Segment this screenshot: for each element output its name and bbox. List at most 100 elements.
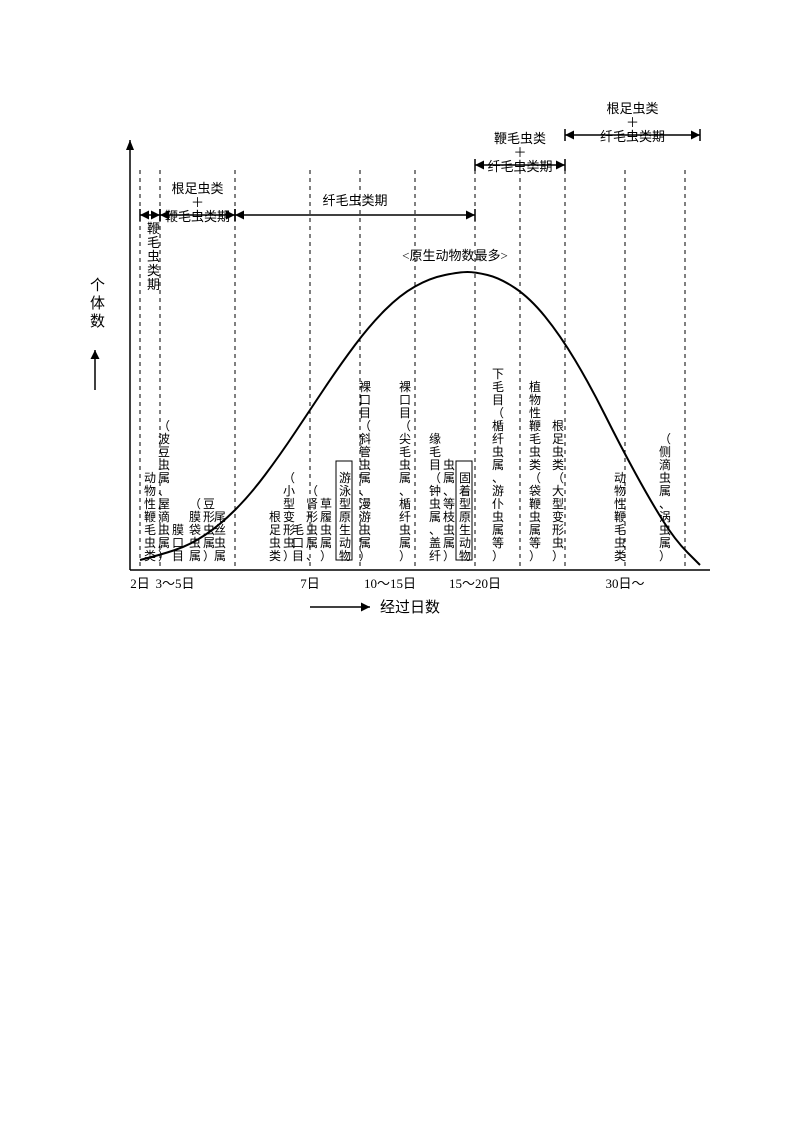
svg-text:裸: 裸 — [399, 379, 411, 394]
svg-text:属: 属 — [659, 484, 671, 498]
svg-text:、: 、 — [429, 523, 441, 537]
svg-text:滴: 滴 — [158, 509, 170, 524]
chart: 个体数2日3～5日7日10～15日15～20日30日～经过日数鞭毛虫类期根足虫类… — [60, 100, 740, 660]
svg-text:虫: 虫 — [443, 458, 455, 472]
svg-text:纤: 纤 — [429, 549, 441, 563]
svg-text:斜: 斜 — [359, 432, 371, 446]
svg-text:（: （ — [492, 406, 504, 420]
svg-text:属: 属 — [492, 458, 504, 472]
svg-text:滴: 滴 — [659, 457, 671, 472]
svg-text:、: 、 — [158, 484, 170, 498]
species-annotation: 固着型原生动物 — [456, 461, 472, 563]
svg-text:变: 变 — [283, 509, 295, 524]
period-label: ＋ — [513, 145, 526, 160]
svg-text:生: 生 — [339, 523, 351, 537]
svg-text:虫: 虫 — [552, 445, 564, 459]
svg-text:类: 类 — [269, 549, 281, 563]
svg-text:虫: 虫 — [443, 523, 455, 537]
species-annotation: 动物性鞭毛虫类（波豆虫属、屋滴虫属） — [144, 419, 170, 563]
svg-text:虫: 虫 — [269, 536, 281, 550]
svg-text:游: 游 — [359, 510, 371, 524]
svg-text:物: 物 — [614, 484, 626, 498]
svg-text:属: 属 — [399, 536, 411, 550]
period-label: 纤毛虫类期 — [487, 159, 552, 174]
svg-text:型: 型 — [339, 497, 351, 511]
svg-text:屋: 屋 — [158, 497, 170, 511]
svg-text:毛: 毛 — [614, 523, 626, 537]
svg-text:属: 属 — [359, 471, 371, 485]
svg-text:属: 属 — [399, 471, 411, 485]
svg-text:虫: 虫 — [359, 458, 371, 472]
svg-text:豆: 豆 — [158, 445, 170, 459]
species-annotation: 游泳型原生动物 — [336, 461, 352, 563]
svg-text:物: 物 — [144, 484, 156, 498]
svg-text:目: 目 — [172, 549, 184, 563]
svg-text:个: 个 — [90, 277, 105, 294]
svg-text:）: ） — [399, 549, 411, 563]
svg-text:属: 属 — [443, 536, 455, 550]
svg-text:毛: 毛 — [144, 523, 156, 537]
species-annotation: 尾丝虫属 — [214, 510, 226, 563]
svg-text:等: 等 — [529, 536, 541, 550]
svg-text:虫: 虫 — [359, 523, 371, 537]
svg-text:漫: 漫 — [359, 497, 371, 511]
svg-text:属: 属 — [443, 471, 455, 485]
svg-text:虫: 虫 — [552, 536, 564, 550]
svg-text:属: 属 — [158, 536, 170, 550]
svg-text:毛: 毛 — [292, 523, 304, 537]
svg-text:形: 形 — [552, 523, 564, 537]
svg-text:属: 属 — [189, 549, 201, 563]
svg-text:虫: 虫 — [399, 458, 411, 472]
species-annotation: （侧滴虫属、涡虫属） — [659, 432, 671, 563]
svg-text:期: 期 — [147, 277, 160, 292]
svg-text:尾: 尾 — [214, 510, 226, 524]
svg-text:钟: 钟 — [429, 483, 441, 498]
svg-text:虫: 虫 — [399, 523, 411, 537]
svg-text:膜: 膜 — [172, 523, 184, 537]
svg-text:足: 足 — [269, 523, 281, 537]
svg-text:下: 下 — [492, 367, 504, 381]
svg-text:属: 属 — [429, 510, 441, 524]
period-label: 鞭毛虫类 — [494, 131, 546, 146]
svg-text:属: 属 — [529, 523, 541, 537]
svg-text:类: 类 — [529, 458, 541, 472]
species-annotation: 裸口目（斜管虫属、漫游虫属） — [359, 379, 371, 563]
svg-text:属: 属 — [320, 536, 332, 550]
svg-text:目: 目 — [399, 406, 411, 420]
svg-text:（: （ — [429, 471, 441, 485]
svg-text:（: （ — [189, 497, 201, 511]
svg-text:袋: 袋 — [529, 484, 541, 498]
svg-text:膜: 膜 — [189, 510, 201, 524]
svg-text:类: 类 — [614, 549, 626, 563]
x-tick-label: 30日～ — [605, 576, 644, 591]
svg-text:（: （ — [283, 471, 295, 485]
svg-text:动: 动 — [459, 536, 471, 550]
svg-text:属: 属 — [659, 536, 671, 550]
svg-text:口: 口 — [172, 536, 184, 550]
svg-text:目: 目 — [492, 393, 504, 407]
svg-text:性: 性 — [144, 497, 156, 511]
period-label: ＋ — [626, 115, 639, 130]
svg-text:（: （ — [659, 432, 671, 446]
svg-text:着: 着 — [459, 483, 471, 498]
svg-text:、: 、 — [659, 497, 671, 511]
svg-text:虫: 虫 — [614, 536, 626, 550]
svg-text:口: 口 — [359, 393, 371, 407]
svg-text:小: 小 — [283, 484, 295, 498]
x-tick-label: 10～15日 — [364, 576, 416, 591]
svg-text:属: 属 — [359, 536, 371, 550]
period-label: 纤毛虫类期 — [322, 193, 387, 208]
y-axis-label: 个体数 — [90, 277, 105, 390]
svg-text:（: （ — [306, 484, 318, 498]
svg-text:根: 根 — [552, 419, 564, 433]
page: 个体数2日3～5日7日10～15日15～20日30日～经过日数鞭毛虫类期根足虫类… — [0, 0, 800, 1132]
svg-text:虫: 虫 — [659, 523, 671, 537]
svg-text:）: ） — [359, 549, 371, 563]
svg-text:性: 性 — [614, 497, 626, 511]
x-axis-label: 经过日数 — [380, 599, 440, 616]
svg-text:）: ） — [158, 549, 170, 563]
svg-text:目: 目 — [292, 549, 304, 563]
svg-text:鞭: 鞭 — [614, 510, 626, 524]
svg-text:属: 属 — [158, 471, 170, 485]
svg-text:虫: 虫 — [429, 497, 441, 511]
